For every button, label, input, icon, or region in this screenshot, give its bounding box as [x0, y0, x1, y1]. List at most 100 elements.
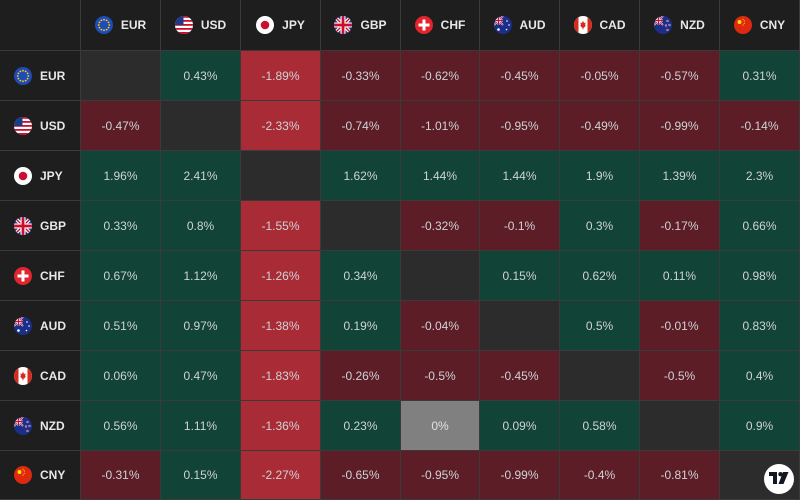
column-header-aud[interactable]: AUD: [480, 0, 560, 51]
heatmap-cell[interactable]: 0%: [401, 401, 480, 451]
heatmap-cell[interactable]: 0.11%: [640, 251, 720, 301]
heatmap-cell[interactable]: -0.74%: [321, 101, 401, 151]
heatmap-cell[interactable]: -0.17%: [640, 201, 720, 251]
heatmap-cell[interactable]: 1.96%: [81, 151, 161, 201]
heatmap-cell[interactable]: 1.44%: [480, 151, 560, 201]
heatmap-cell[interactable]: 1.9%: [560, 151, 640, 201]
heatmap-cell[interactable]: 0.56%: [81, 401, 161, 451]
heatmap-cell[interactable]: -1.83%: [241, 351, 321, 401]
heatmap-cell[interactable]: 1.62%: [321, 151, 401, 201]
column-header-eur[interactable]: EUR: [81, 0, 161, 51]
heatmap-cell[interactable]: 0.51%: [81, 301, 161, 351]
heatmap-cell[interactable]: -0.99%: [480, 451, 560, 500]
heatmap-cell-empty: [480, 301, 560, 351]
row-header-eur[interactable]: EUR: [0, 51, 81, 101]
heatmap-cell[interactable]: -0.33%: [321, 51, 401, 101]
heatmap-cell[interactable]: 1.39%: [640, 151, 720, 201]
heatmap-cell[interactable]: -0.32%: [401, 201, 480, 251]
heatmap-cell[interactable]: -0.99%: [640, 101, 720, 151]
column-header-gbp[interactable]: GBP: [321, 0, 401, 51]
heatmap-cell[interactable]: -0.14%: [720, 101, 800, 151]
currency-code-label: GBP: [360, 18, 387, 32]
heatmap-cell[interactable]: -0.26%: [321, 351, 401, 401]
heatmap-cell[interactable]: -1.01%: [401, 101, 480, 151]
heatmap-cell[interactable]: 0.62%: [560, 251, 640, 301]
row-header-usd[interactable]: USD: [0, 101, 81, 151]
heatmap-cell[interactable]: -0.5%: [401, 351, 480, 401]
heatmap-cell[interactable]: -0.4%: [560, 451, 640, 500]
heatmap-cell[interactable]: 0.66%: [720, 201, 800, 251]
heatmap-cell[interactable]: 0.98%: [720, 251, 800, 301]
heatmap-cell[interactable]: 0.58%: [560, 401, 640, 451]
heatmap-cell[interactable]: 0.97%: [161, 301, 241, 351]
heatmap-cell[interactable]: -0.05%: [560, 51, 640, 101]
heatmap-cell[interactable]: 0.09%: [480, 401, 560, 451]
heatmap-cell[interactable]: -1.89%: [241, 51, 321, 101]
heatmap-cell[interactable]: -0.5%: [640, 351, 720, 401]
heatmap-cell[interactable]: -1.36%: [241, 401, 321, 451]
heatmap-cell[interactable]: -0.81%: [640, 451, 720, 500]
heatmap-cell[interactable]: 1.44%: [401, 151, 480, 201]
heatmap-cell-empty: [321, 201, 401, 251]
column-header-cny[interactable]: CNY: [720, 0, 800, 51]
heatmap-cell[interactable]: -1.26%: [241, 251, 321, 301]
heatmap-cell[interactable]: -0.31%: [81, 451, 161, 500]
heatmap-cell[interactable]: -0.45%: [480, 51, 560, 101]
heatmap-cell[interactable]: 0.15%: [480, 251, 560, 301]
row-header-jpy[interactable]: JPY: [0, 151, 81, 201]
heatmap-cell[interactable]: -0.49%: [560, 101, 640, 151]
heatmap-cell[interactable]: 1.11%: [161, 401, 241, 451]
heatmap-cell[interactable]: -2.33%: [241, 101, 321, 151]
heatmap-cell[interactable]: -0.95%: [401, 451, 480, 500]
heatmap-cell[interactable]: 0.15%: [161, 451, 241, 500]
heatmap-cell[interactable]: 2.3%: [720, 151, 800, 201]
heatmap-cell[interactable]: 0.06%: [81, 351, 161, 401]
currency-code-label: CAD: [599, 18, 626, 32]
heatmap-cell[interactable]: -0.57%: [640, 51, 720, 101]
heatmap-cell[interactable]: -0.1%: [480, 201, 560, 251]
heatmap-cell[interactable]: 0.4%: [720, 351, 800, 401]
heatmap-cell[interactable]: 1.12%: [161, 251, 241, 301]
heatmap-cell[interactable]: -0.01%: [640, 301, 720, 351]
heatmap-cell[interactable]: -1.38%: [241, 301, 321, 351]
heatmap-cell[interactable]: 0.33%: [81, 201, 161, 251]
column-header-chf[interactable]: CHF: [401, 0, 480, 51]
heatmap-cell-empty: [81, 51, 161, 101]
tradingview-logo-icon[interactable]: [764, 464, 794, 494]
heatmap-cell[interactable]: -1.55%: [241, 201, 321, 251]
row-header-gbp[interactable]: GBP: [0, 201, 81, 251]
heatmap-cell[interactable]: 0.5%: [560, 301, 640, 351]
heatmap-cell[interactable]: 0.23%: [321, 401, 401, 451]
heatmap-cell[interactable]: 0.19%: [321, 301, 401, 351]
heatmap-cell[interactable]: 0.31%: [720, 51, 800, 101]
heatmap-cell[interactable]: -0.47%: [81, 101, 161, 151]
column-header-usd[interactable]: USD: [161, 0, 241, 51]
heatmap-cell[interactable]: 0.8%: [161, 201, 241, 251]
heatmap-cell[interactable]: 0.34%: [321, 251, 401, 301]
heatmap-cell[interactable]: -0.04%: [401, 301, 480, 351]
currency-code-label: GBP: [40, 218, 67, 233]
row-header-cny[interactable]: CNY: [0, 451, 81, 500]
heatmap-cell[interactable]: 0.9%: [720, 401, 800, 451]
column-header-nzd[interactable]: NZD: [640, 0, 720, 51]
heatmap-cell[interactable]: -2.27%: [241, 451, 321, 500]
heatmap-cell[interactable]: 0.47%: [161, 351, 241, 401]
heatmap-cell[interactable]: -0.62%: [401, 51, 480, 101]
row-header-nzd[interactable]: NZD: [0, 401, 81, 451]
heatmap-cell[interactable]: -0.45%: [480, 351, 560, 401]
heatmap-cell[interactable]: 2.41%: [161, 151, 241, 201]
row-header-aud[interactable]: AUD: [0, 301, 81, 351]
column-header-jpy[interactable]: JPY: [241, 0, 321, 51]
heatmap-cell[interactable]: 0.83%: [720, 301, 800, 351]
us-flag-icon: [174, 16, 193, 34]
currency-code-label: USD: [40, 118, 66, 133]
canada-flag-icon: [14, 366, 32, 385]
heatmap-cell[interactable]: 0.67%: [81, 251, 161, 301]
heatmap-cell[interactable]: 0.3%: [560, 201, 640, 251]
row-header-chf[interactable]: CHF: [0, 251, 81, 301]
column-header-cad[interactable]: CAD: [560, 0, 640, 51]
row-header-cad[interactable]: CAD: [0, 351, 81, 401]
heatmap-cell[interactable]: -0.95%: [480, 101, 560, 151]
heatmap-cell[interactable]: 0.43%: [161, 51, 241, 101]
heatmap-cell[interactable]: -0.65%: [321, 451, 401, 500]
